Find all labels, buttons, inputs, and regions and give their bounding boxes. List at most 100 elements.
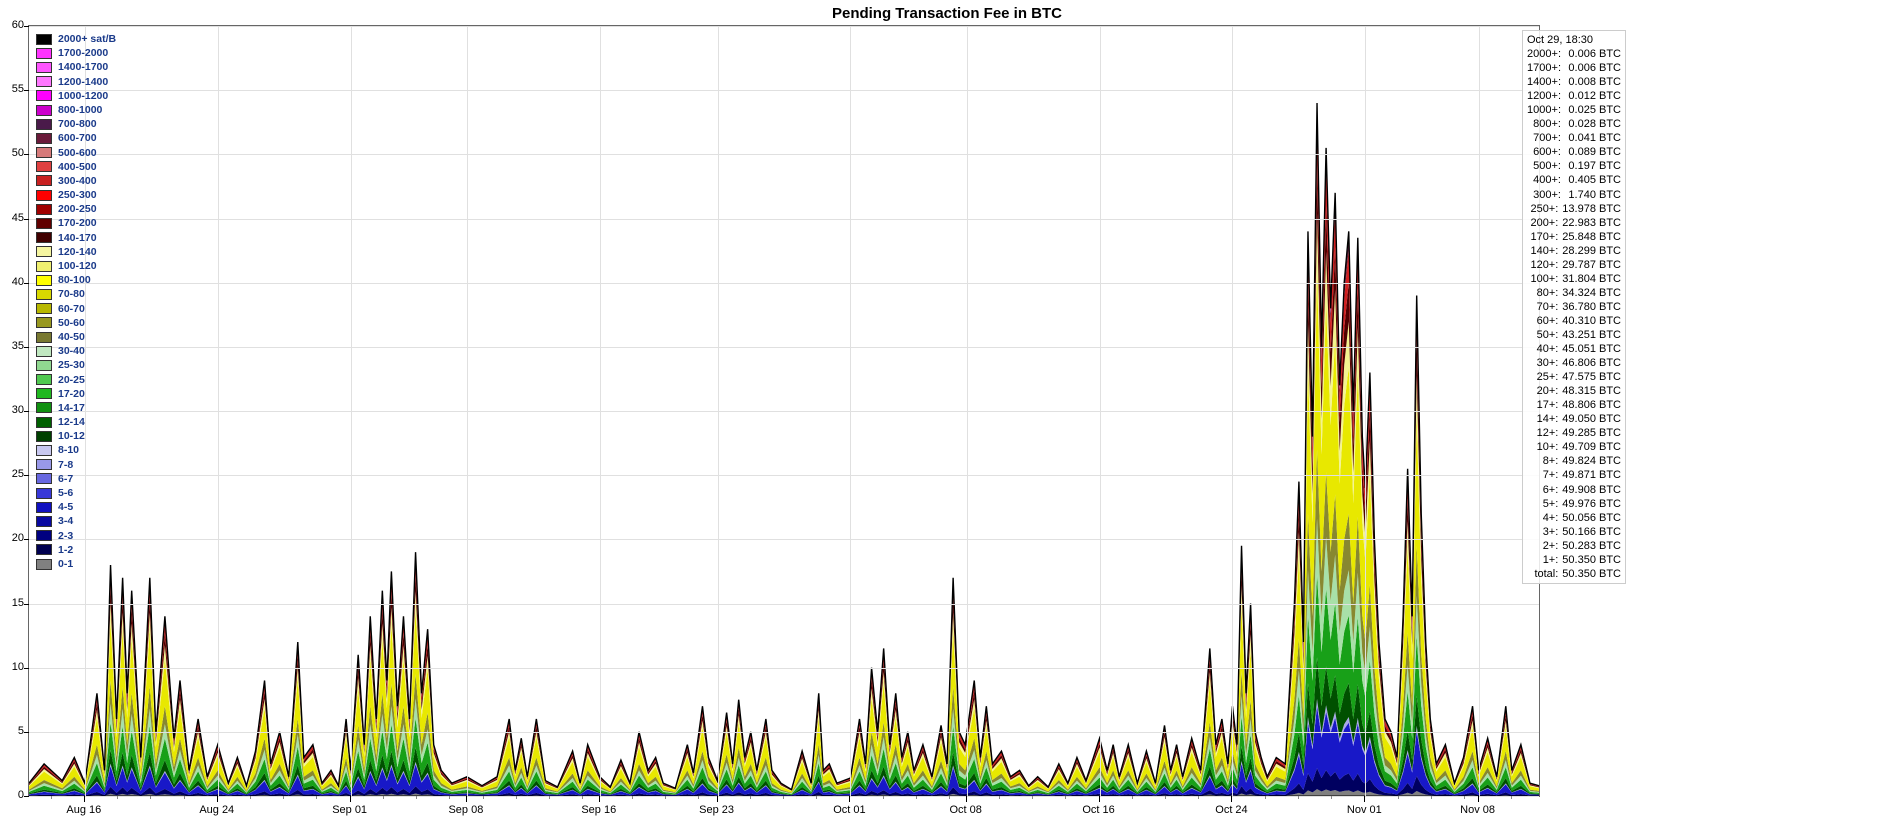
tooltip-row: 700+:0.041 BTC	[1527, 131, 1621, 145]
legend-label: 400-500	[58, 160, 97, 174]
legend-item[interactable]: 17-20	[36, 387, 116, 401]
legend-item[interactable]: 3-4	[36, 514, 116, 528]
legend-item[interactable]: 5-6	[36, 486, 116, 500]
y-tick-label: 60	[12, 19, 24, 31]
tooltip-row: 170+:25.848 BTC	[1527, 230, 1621, 244]
tooltip-row: 3+:50.166 BTC	[1527, 525, 1621, 539]
legend-item[interactable]: 25-30	[36, 358, 116, 372]
legend-swatch	[36, 402, 52, 413]
legend-item[interactable]: 30-40	[36, 344, 116, 358]
legend-label: 80-100	[58, 273, 91, 287]
legend-item[interactable]: 1000-1200	[36, 89, 116, 103]
y-tick-label: 55	[12, 83, 24, 95]
x-tick-label: Sep 23	[699, 804, 734, 816]
tooltip-row: 7+:49.871 BTC	[1527, 468, 1621, 482]
tooltip-row: total:50.350 BTC	[1527, 567, 1621, 581]
tooltip-row: 1200+:0.012 BTC	[1527, 89, 1621, 103]
tooltip-row: 17+:48.806 BTC	[1527, 398, 1621, 412]
legend-swatch	[36, 232, 52, 243]
legend-item[interactable]: 50-60	[36, 316, 116, 330]
legend-swatch	[36, 488, 52, 499]
legend-swatch	[36, 48, 52, 59]
legend-swatch	[36, 34, 52, 45]
legend-item[interactable]: 20-25	[36, 373, 116, 387]
tooltip-row: 2+:50.283 BTC	[1527, 539, 1621, 553]
x-tick-label: Aug 16	[66, 804, 101, 816]
x-tick-label: Oct 16	[1082, 804, 1114, 816]
y-tick-label: 10	[12, 661, 24, 673]
tooltip-row: 60+:40.310 BTC	[1527, 314, 1621, 328]
legend-label: 300-400	[58, 174, 97, 188]
legend-swatch	[36, 559, 52, 570]
legend-label: 1200-1400	[58, 75, 108, 89]
legend-item[interactable]: 1-2	[36, 543, 116, 557]
legend-item[interactable]: 0-1	[36, 557, 116, 571]
legend-label: 5-6	[58, 486, 73, 500]
legend-item[interactable]: 700-800	[36, 117, 116, 131]
legend-item[interactable]: 800-1000	[36, 103, 116, 117]
legend-label: 1-2	[58, 543, 73, 557]
legend-item[interactable]: 100-120	[36, 259, 116, 273]
y-axis: 051015202530354045505560	[0, 25, 28, 795]
legend-swatch	[36, 218, 52, 229]
legend-swatch	[36, 147, 52, 158]
legend-item[interactable]: 6-7	[36, 472, 116, 486]
legend-item[interactable]: 170-200	[36, 216, 116, 230]
legend-label: 25-30	[58, 358, 85, 372]
legend-label: 6-7	[58, 472, 73, 486]
tooltip-row: 8+:49.824 BTC	[1527, 454, 1621, 468]
legend-item[interactable]: 14-17	[36, 401, 116, 415]
y-tick-label: 0	[18, 789, 24, 801]
tooltip-row: 14+:49.050 BTC	[1527, 412, 1621, 426]
legend-item[interactable]: 1200-1400	[36, 75, 116, 89]
legend-swatch	[36, 417, 52, 428]
tooltip-row: 1700+:0.006 BTC	[1527, 61, 1621, 75]
legend-item[interactable]: 1400-1700	[36, 60, 116, 74]
legend-item[interactable]: 4-5	[36, 500, 116, 514]
legend-label: 1000-1200	[58, 89, 108, 103]
legend-item[interactable]: 600-700	[36, 131, 116, 145]
legend-swatch	[36, 246, 52, 257]
legend-item[interactable]: 300-400	[36, 174, 116, 188]
legend-swatch	[36, 275, 52, 286]
legend-item[interactable]: 7-8	[36, 458, 116, 472]
legend-item[interactable]: 200-250	[36, 202, 116, 216]
legend-item[interactable]: 70-80	[36, 287, 116, 301]
legend-item[interactable]: 2000+ sat/B	[36, 32, 116, 46]
y-tick-label: 30	[12, 404, 24, 416]
legend-item[interactable]: 250-300	[36, 188, 116, 202]
tooltip-row: 600+:0.089 BTC	[1527, 145, 1621, 159]
legend-item[interactable]: 8-10	[36, 443, 116, 457]
legend-label: 800-1000	[58, 103, 102, 117]
legend-item[interactable]: 400-500	[36, 160, 116, 174]
y-tick-label: 20	[12, 532, 24, 544]
legend-item[interactable]: 10-12	[36, 429, 116, 443]
legend-item[interactable]: 60-70	[36, 302, 116, 316]
legend-swatch	[36, 431, 52, 442]
legend-swatch	[36, 502, 52, 513]
legend-item[interactable]: 1700-2000	[36, 46, 116, 60]
legend-swatch	[36, 161, 52, 172]
y-tick-label: 50	[12, 147, 24, 159]
legend-item[interactable]: 12-14	[36, 415, 116, 429]
legend-item[interactable]: 120-140	[36, 245, 116, 259]
x-tick-label: Oct 24	[1215, 804, 1247, 816]
legend-item[interactable]: 140-170	[36, 231, 116, 245]
legend-label: 700-800	[58, 117, 97, 131]
tooltip-row: 400+:0.405 BTC	[1527, 173, 1621, 187]
legend-item[interactable]: 80-100	[36, 273, 116, 287]
tooltip-row: 100+:31.804 BTC	[1527, 272, 1621, 286]
x-tick-label: Nov 01	[1347, 804, 1382, 816]
legend-item[interactable]: 2-3	[36, 529, 116, 543]
legend-item[interactable]: 40-50	[36, 330, 116, 344]
legend-label: 250-300	[58, 188, 97, 202]
tooltip-row: 5+:49.976 BTC	[1527, 497, 1621, 511]
legend-label: 60-70	[58, 302, 85, 316]
tooltip-row: 800+:0.028 BTC	[1527, 117, 1621, 131]
plot-area[interactable]	[28, 25, 1540, 797]
legend-label: 4-5	[58, 500, 73, 514]
legend-item[interactable]: 500-600	[36, 146, 116, 160]
legend-swatch	[36, 190, 52, 201]
tooltip-row: 10+:49.709 BTC	[1527, 440, 1621, 454]
tooltip-timestamp: Oct 29, 18:30	[1527, 33, 1621, 47]
